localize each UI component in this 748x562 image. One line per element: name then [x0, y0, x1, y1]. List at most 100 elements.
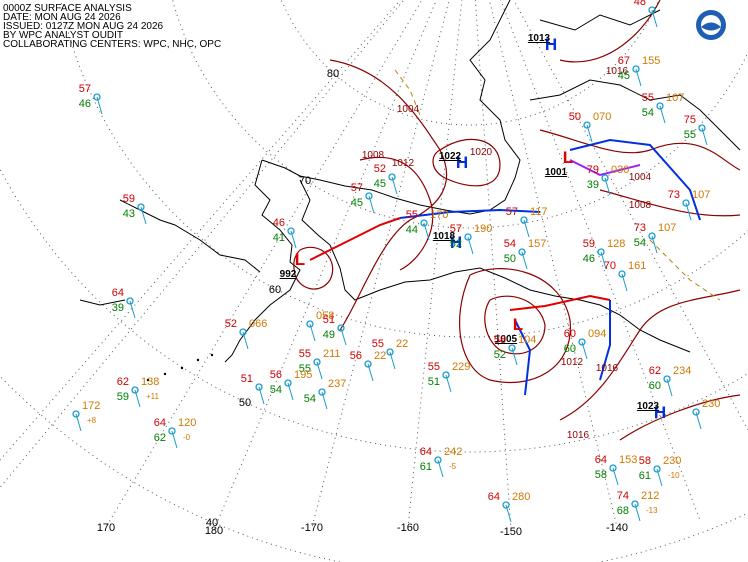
station-circle [656, 102, 664, 110]
pressure: 242 [444, 446, 462, 458]
aleutian-islands [146, 353, 214, 382]
station-circle [318, 388, 326, 396]
station-circle [520, 216, 528, 224]
meridian [474, 0, 512, 532]
latitude-label: 60 [269, 284, 281, 296]
station-circle [287, 227, 295, 235]
isobar-label: 1004 [397, 104, 420, 115]
temperature: 50 [569, 111, 581, 123]
temperature: 59 [123, 193, 135, 205]
pressure: 128 [607, 238, 625, 250]
pressure: 237 [328, 378, 346, 390]
dewpoint: 52 [450, 238, 462, 250]
pressure-center-letter: H [450, 233, 462, 252]
pressure: 212 [641, 490, 659, 502]
station: 57 117 [506, 206, 548, 238]
station-circle [464, 233, 472, 241]
pressure: 22 [374, 350, 386, 362]
station: 62 234 60 [649, 365, 691, 397]
temperature: 62 [649, 365, 661, 377]
header-line: DATE: MON AUG 24 2026 [3, 12, 121, 23]
station-circle [284, 379, 292, 387]
station-circle [337, 324, 345, 332]
pressure-tendency: -5 [449, 462, 457, 471]
dewpoint: 52 [494, 349, 506, 361]
troughs [394, 69, 721, 301]
temperature: 51 [241, 373, 253, 385]
station-circle [648, 6, 656, 14]
temperature: 48 [634, 0, 646, 8]
station-circle [518, 248, 526, 256]
station: 56 195 54 [270, 369, 312, 401]
meridian [500, 0, 701, 521]
wind-barb [134, 389, 141, 408]
temperature: 75 [684, 114, 696, 126]
temperature: 57 [450, 223, 462, 235]
station: 79 030 39 [587, 164, 629, 196]
pressure-tendency: +8 [87, 416, 97, 425]
pressure: 030 [611, 164, 629, 176]
header-line: COLLABORATING CENTERS: WPC, NHC, OPC [3, 39, 221, 50]
dewpoint: 54 [642, 107, 654, 119]
temperature: 59 [583, 238, 595, 250]
pressure-center-letter: L [513, 315, 523, 334]
pressure: 153 [619, 454, 637, 466]
station-circle [502, 501, 510, 509]
dewpoint: 44 [406, 224, 418, 236]
pressure: 230 [702, 398, 720, 410]
station-circle [364, 360, 372, 368]
station: 230 [692, 398, 720, 430]
pressure-center-value: 992 [280, 269, 297, 280]
station: 55 22 [372, 338, 408, 370]
station: 67 155 45 [618, 55, 660, 87]
wind-barb [586, 124, 593, 143]
temperature: 55 [406, 209, 418, 221]
dewpoint: 58 [595, 469, 607, 481]
station: 237 54 [304, 378, 346, 410]
meridian [488, 0, 618, 528]
pressure: 195 [294, 369, 312, 381]
station: 55 170 44 [406, 209, 448, 241]
station-circle [126, 297, 134, 305]
temperature: 79 [587, 164, 599, 176]
station-circle [578, 338, 586, 346]
station-circle [306, 320, 314, 328]
dewpoint: 45 [351, 197, 363, 209]
wind-barb [445, 374, 452, 393]
wind-barb [523, 219, 530, 238]
dewpoint: 43 [123, 208, 135, 220]
temperature: 58 [494, 334, 506, 346]
isobar-label: 1016 [596, 363, 619, 374]
dewpoint: 62 [154, 432, 166, 444]
station-circle [442, 371, 450, 379]
wind-barb [635, 68, 642, 87]
wind-barb [368, 195, 375, 214]
station: 64 153 58 [595, 454, 637, 486]
wind-barb [242, 331, 249, 350]
station: 57 190 52 [450, 223, 492, 255]
dewpoint: 55 [299, 363, 311, 375]
wind-barb [581, 341, 588, 360]
pressure: 094 [588, 328, 606, 340]
temperature: 74 [617, 490, 629, 502]
pressure: 172 [82, 400, 100, 412]
dewpoint: 60 [649, 380, 661, 392]
temperature: 67 [618, 55, 630, 67]
station: 50 070 [569, 111, 611, 143]
latitude-label: 80 [327, 68, 339, 80]
pressure: 280 [512, 491, 530, 503]
pressure-tendency: -10 [668, 471, 680, 480]
pressure-tendency: +11 [146, 392, 160, 401]
pressure: 161 [628, 260, 646, 272]
isobars [293, 0, 741, 441]
pressure: 157 [528, 238, 546, 250]
isobar-label: 1012 [392, 158, 415, 169]
isobar-label: 1004 [629, 172, 652, 183]
pressure-center-letter: H [654, 403, 666, 422]
dewpoint: 59 [117, 391, 129, 403]
